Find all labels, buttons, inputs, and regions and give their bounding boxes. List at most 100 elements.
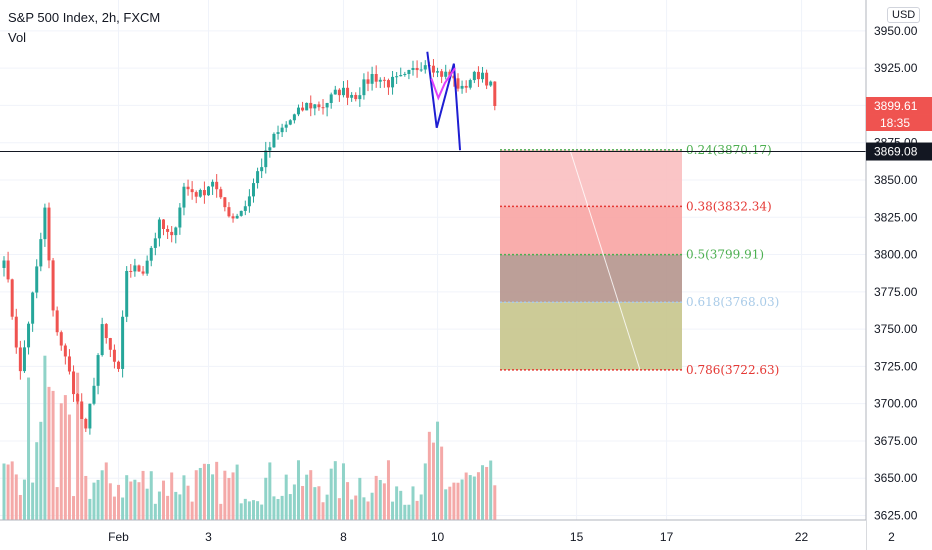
candle-body [149,247,153,261]
candle-body [72,371,76,395]
volume-bar [186,485,190,520]
volume-bar [391,501,395,520]
volume-bar [215,461,219,520]
candle-body [464,85,468,88]
volume-bar [10,461,14,520]
candle-body [493,81,497,106]
volume-bar [399,490,403,520]
volume-bar [67,414,71,520]
volume-bar [370,492,374,520]
candle-body [382,79,386,81]
volume-bar [272,496,276,520]
candle-body [35,266,39,293]
volume-bar [2,463,6,520]
volume-bar [448,486,452,520]
volume-bar [382,483,386,520]
volume-bar [427,431,431,520]
volume-bar [88,498,92,520]
volume-bar [305,474,309,520]
candle-body [223,197,227,208]
candle-body [27,323,31,348]
candle-body [358,95,362,100]
volume-bar [223,470,227,520]
volume-bar [178,494,182,520]
crosshair-price-tag [866,142,932,161]
volume-bar [264,477,268,520]
candle-body [419,69,423,71]
volume-bar [329,468,333,520]
candle-body [460,85,464,89]
volume-bar [476,472,480,520]
candle-body [100,324,104,356]
candle-body [366,79,370,84]
candle-body [272,133,276,148]
candle-body [243,206,247,211]
fib-zone [500,149,682,207]
volume-bar [198,467,202,520]
volume-bar [378,479,382,520]
candle-body [117,361,121,369]
legend-title: S&P 500 Index, 2h, FXCM [8,10,161,25]
candle-body [18,347,22,372]
volume-bar [194,470,198,520]
fibonacci-retracement: 0.24(3870.17) 0.38(3832.34) 0.5(3799.91) 0.… [500,143,779,377]
volume-bar [59,403,63,520]
volume-bar [182,475,186,520]
volume-bar [374,475,378,520]
volume-bar [395,486,399,520]
volume-bar [260,504,264,520]
candle-body [112,349,116,362]
volume-bar [39,421,43,520]
candle-body [207,186,210,196]
candle-body [137,265,141,272]
price-tick-label: 3850.00 [874,173,918,187]
volume-bar [227,477,231,520]
candle-body [133,265,137,272]
candle-body [178,207,182,228]
volume-bar [35,442,39,520]
volume-bar [481,465,485,520]
volume-bar [276,498,280,520]
volume-bar [129,481,133,520]
time-axis-bg [0,520,866,550]
volume-bar [403,504,407,520]
candle-body [190,189,194,193]
candle-body [10,279,14,317]
chart-pattern-drawing [0,51,866,153]
volume-bar [460,479,464,520]
candle-body [121,316,125,369]
candle-body [448,71,452,76]
volume-bar [440,446,444,520]
candle-body [407,69,411,74]
candle-body [256,171,260,184]
candle-body [129,270,133,272]
candle-body [309,102,313,109]
volume-bar [117,484,121,520]
volume-bar [219,503,223,520]
candle-body [268,147,272,151]
volume-bar [354,495,358,520]
candle-body [55,310,59,333]
candle-body [22,347,26,372]
candle-body [47,207,51,261]
volume-bar [321,502,325,520]
volume-bar [18,494,22,520]
time-tick-label: 10 [431,530,445,544]
volume-bar [63,395,67,520]
candle-body [350,94,354,98]
time-tick-label: Feb [108,530,129,544]
volume-bar [358,477,362,520]
volume-bar [251,500,255,520]
price-tick-label: 3775.00 [874,285,918,299]
candle-body [288,120,292,125]
candle-body [403,73,407,76]
volume-bar [72,496,76,520]
candle-body [219,189,223,198]
candle-body [43,207,47,240]
volume-bar [121,497,125,520]
currency-button[interactable]: USD [887,7,921,23]
price-axis: 3625.00 3650.00 3675.00 3700.00 3725.00 3750.… [865,0,932,550]
volume-bar [247,501,251,520]
candle-body [489,81,493,86]
